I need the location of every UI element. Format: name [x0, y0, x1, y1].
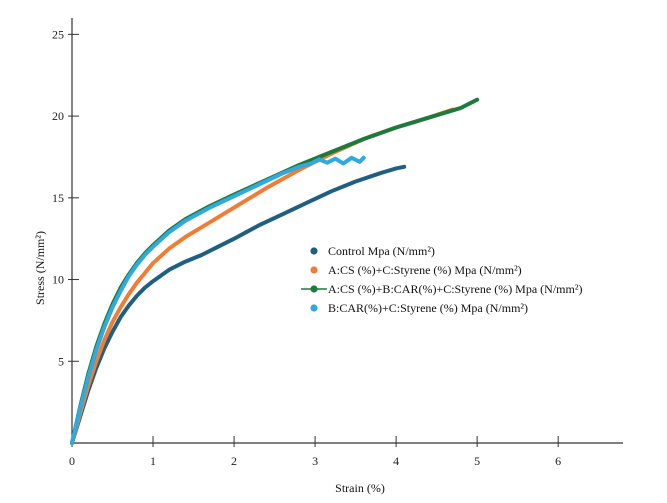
- x-tick-label: 1: [150, 454, 156, 468]
- x-tick-label: 4: [393, 454, 399, 468]
- legend-marker: [310, 266, 318, 274]
- legend-marker: [310, 304, 318, 312]
- y-tick-label: 10: [52, 273, 64, 287]
- y-tick-label: 25: [52, 27, 64, 41]
- legend-item: B:CAR(%)+C:Styrene (%) Mpa (N/mm²): [310, 301, 528, 315]
- x-tick-label: 2: [231, 454, 237, 468]
- series-line-1: [70, 164, 407, 445]
- x-tick-label: 5: [474, 454, 480, 468]
- legend-item: Control Mpa (N/mm²): [310, 244, 435, 258]
- axes: [71, 18, 623, 444]
- y-axis-title: Stress (N/mm²): [33, 231, 47, 305]
- legend-item: A:CS (%)+B:CAR(%)+C:Styrene (%) Mpa (N/m…: [301, 282, 582, 296]
- x-tick-label: 6: [555, 454, 561, 468]
- legend-label: Control Mpa (N/mm²): [328, 244, 435, 258]
- y-tick-label: 20: [52, 109, 64, 123]
- series-line-4: [70, 155, 366, 445]
- x-tick-label: 3: [312, 454, 318, 468]
- legend-label: A:CS (%)+C:Styrene (%) Mpa (N/mm²): [328, 263, 522, 277]
- x-tick-label: 0: [69, 454, 75, 468]
- x-axis-title: Strain (%): [335, 481, 385, 495]
- legend-label: B:CAR(%)+C:Styrene (%) Mpa (N/mm²): [328, 301, 528, 315]
- ticks: 0 1 2 3 4 5 6 5 10 15 20 25: [52, 27, 561, 468]
- y-tick-label: 15: [52, 191, 64, 205]
- legend-marker: [310, 247, 318, 255]
- legend-label: A:CS (%)+B:CAR(%)+C:Styrene (%) Mpa (N/m…: [328, 282, 582, 296]
- legend-item: A:CS (%)+C:Styrene (%) Mpa (N/mm²): [310, 263, 522, 277]
- y-tick-label: 5: [58, 354, 64, 368]
- series-lines: [70, 97, 480, 445]
- legend: Control Mpa (N/mm²) A:CS (%)+C:Styrene (…: [301, 244, 582, 315]
- legend-marker: [310, 285, 318, 293]
